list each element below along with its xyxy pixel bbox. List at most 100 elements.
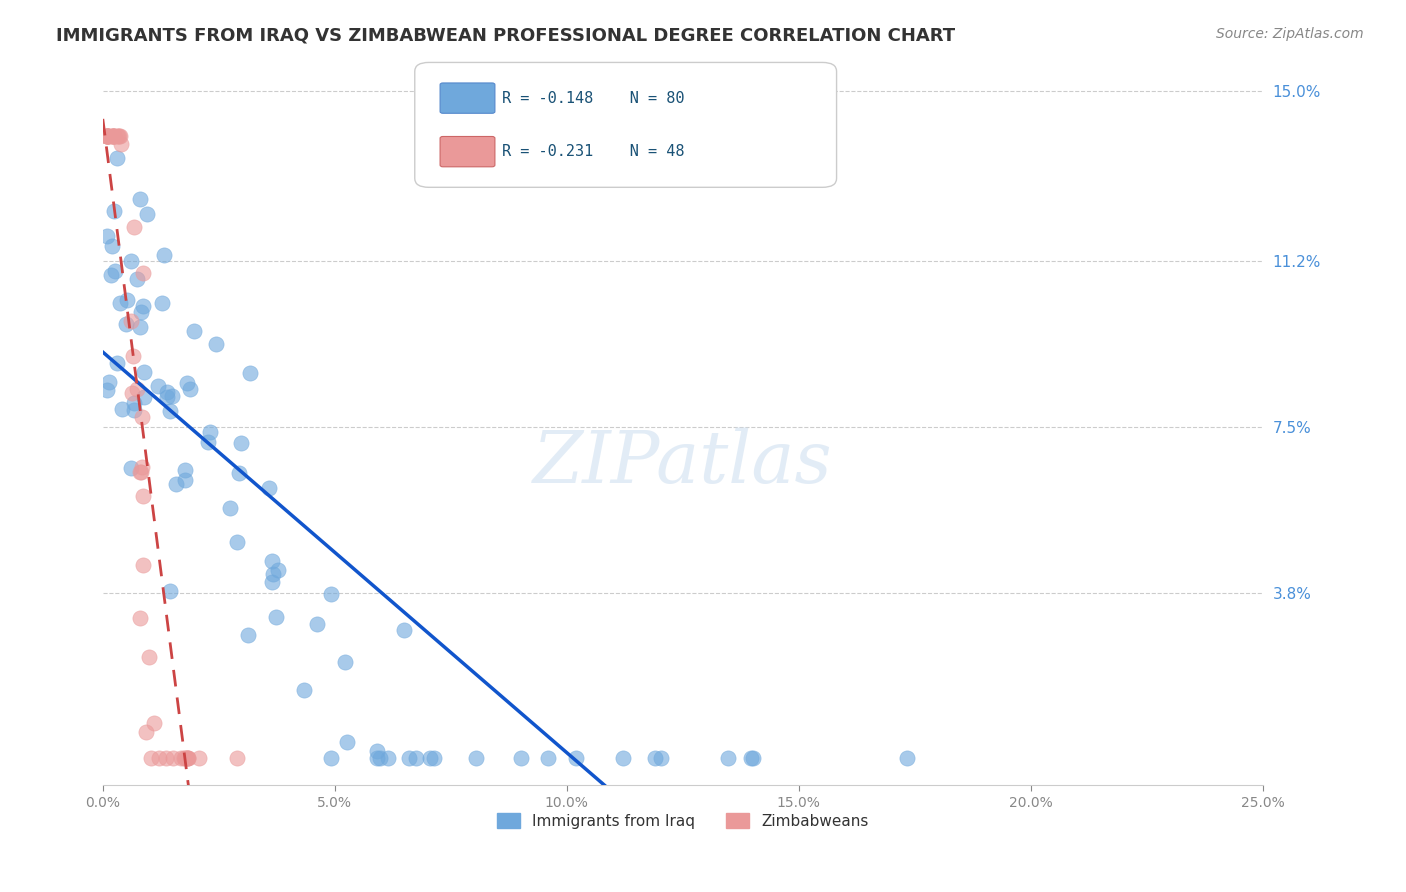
Immigrants from Iraq <box>127 271 149 285</box>
Immigrants from Iraq <box>267 564 290 578</box>
Immigrants from Iraq <box>333 655 356 669</box>
Zimbabweans <box>96 128 118 143</box>
Zimbabweans <box>142 716 165 731</box>
Zimbabweans <box>110 136 132 151</box>
Immigrants from Iraq <box>423 751 446 765</box>
Zimbabweans <box>127 382 149 396</box>
Immigrants from Iraq <box>159 404 181 418</box>
Zimbabweans <box>174 751 197 765</box>
Zimbabweans <box>103 128 125 143</box>
Zimbabweans <box>103 128 125 143</box>
Immigrants from Iraq <box>740 751 762 765</box>
Immigrants from Iraq <box>100 239 122 253</box>
Zimbabweans <box>187 751 209 765</box>
Zimbabweans <box>135 725 157 739</box>
Immigrants from Iraq <box>366 751 388 765</box>
Immigrants from Iraq <box>650 751 672 765</box>
Immigrants from Iraq <box>103 204 125 219</box>
Immigrants from Iraq <box>115 293 138 308</box>
Immigrants from Iraq <box>120 253 142 268</box>
Zimbabweans <box>131 409 153 424</box>
Zimbabweans <box>176 751 198 765</box>
Zimbabweans <box>173 751 195 765</box>
Immigrants from Iraq <box>120 460 142 475</box>
Zimbabweans <box>96 128 118 143</box>
Immigrants from Iraq <box>266 610 288 624</box>
Zimbabweans <box>96 128 118 143</box>
Immigrants from Iraq <box>742 751 765 765</box>
Zimbabweans <box>225 751 247 765</box>
Zimbabweans <box>96 128 118 143</box>
Zimbabweans <box>122 349 145 363</box>
Immigrants from Iraq <box>319 751 342 765</box>
Immigrants from Iraq <box>305 617 328 632</box>
Immigrants from Iraq <box>896 751 918 765</box>
Zimbabweans <box>132 266 155 280</box>
Immigrants from Iraq <box>644 751 666 765</box>
Immigrants from Iraq <box>229 435 252 450</box>
Immigrants from Iraq <box>104 264 127 278</box>
Immigrants from Iraq <box>111 402 134 417</box>
Immigrants from Iraq <box>100 268 122 282</box>
Zimbabweans <box>162 751 184 765</box>
Immigrants from Iraq <box>465 751 488 765</box>
Immigrants from Iraq <box>165 477 187 491</box>
Immigrants from Iraq <box>159 583 181 598</box>
Legend: Immigrants from Iraq, Zimbabweans: Immigrants from Iraq, Zimbabweans <box>491 806 875 835</box>
Immigrants from Iraq <box>173 473 195 487</box>
Zimbabweans <box>132 489 155 503</box>
Text: R = -0.148    N = 80: R = -0.148 N = 80 <box>502 91 685 105</box>
Immigrants from Iraq <box>134 390 156 404</box>
Zimbabweans <box>107 128 129 143</box>
Zimbabweans <box>129 466 152 480</box>
Zimbabweans <box>139 751 162 765</box>
Immigrants from Iraq <box>368 751 391 765</box>
Immigrants from Iraq <box>218 500 240 515</box>
Immigrants from Iraq <box>200 425 222 440</box>
Immigrants from Iraq <box>321 587 343 601</box>
Zimbabweans <box>101 128 124 143</box>
Immigrants from Iraq <box>129 305 152 319</box>
Zimbabweans <box>131 558 153 572</box>
Text: R = -0.231    N = 48: R = -0.231 N = 48 <box>502 145 685 159</box>
Text: Source: ZipAtlas.com: Source: ZipAtlas.com <box>1216 27 1364 41</box>
Zimbabweans <box>108 128 131 143</box>
Zimbabweans <box>107 128 129 143</box>
Immigrants from Iraq <box>225 535 247 549</box>
Zimbabweans <box>96 128 118 143</box>
Zimbabweans <box>122 219 145 234</box>
Zimbabweans <box>131 459 153 474</box>
Immigrants from Iraq <box>336 735 359 749</box>
Immigrants from Iraq <box>236 628 259 642</box>
Immigrants from Iraq <box>565 751 588 765</box>
Immigrants from Iraq <box>148 378 170 392</box>
Zimbabweans <box>176 751 198 765</box>
Immigrants from Iraq <box>262 574 284 589</box>
Zimbabweans <box>101 128 124 143</box>
Zimbabweans <box>96 128 118 143</box>
Immigrants from Iraq <box>179 382 201 396</box>
Immigrants from Iraq <box>153 248 176 262</box>
Immigrants from Iraq <box>260 554 283 568</box>
Immigrants from Iraq <box>129 192 152 206</box>
Immigrants from Iraq <box>176 376 198 390</box>
Zimbabweans <box>128 611 150 625</box>
Immigrants from Iraq <box>377 751 399 765</box>
Immigrants from Iraq <box>96 383 118 397</box>
Immigrants from Iraq <box>419 751 441 765</box>
Immigrants from Iraq <box>204 337 226 351</box>
Immigrants from Iraq <box>292 683 315 698</box>
Zimbabweans <box>138 650 160 665</box>
Immigrants from Iraq <box>717 751 740 765</box>
Immigrants from Iraq <box>114 317 136 331</box>
Immigrants from Iraq <box>197 434 219 449</box>
Immigrants from Iraq <box>105 151 128 165</box>
Immigrants from Iraq <box>183 325 205 339</box>
Immigrants from Iraq <box>612 751 634 765</box>
Immigrants from Iraq <box>132 365 155 379</box>
Zimbabweans <box>98 128 121 143</box>
Immigrants from Iraq <box>105 356 128 370</box>
Immigrants from Iraq <box>156 391 179 405</box>
Zimbabweans <box>129 465 152 479</box>
Text: IMMIGRANTS FROM IRAQ VS ZIMBABWEAN PROFESSIONAL DEGREE CORRELATION CHART: IMMIGRANTS FROM IRAQ VS ZIMBABWEAN PROFE… <box>56 27 955 45</box>
